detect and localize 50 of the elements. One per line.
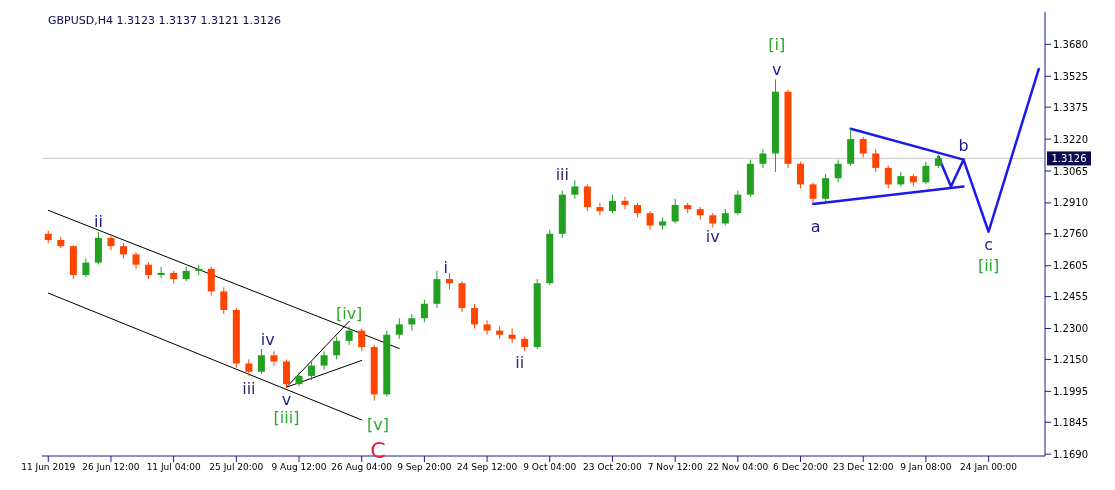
y-tick-label: 1.3680 bbox=[1053, 38, 1088, 50]
x-tick-label: 24 Sep 12:00 bbox=[457, 462, 518, 473]
annotation: [iii] bbox=[273, 407, 300, 427]
annotation: ii bbox=[93, 212, 103, 232]
y-tick-label: 1.1995 bbox=[1053, 385, 1088, 397]
x-tick-label: 9 Jan 08:00 bbox=[900, 462, 952, 473]
x-tick-label: 9 Sep 20:00 bbox=[397, 462, 452, 473]
annotation: ii bbox=[515, 353, 525, 373]
annotation: c bbox=[984, 235, 993, 255]
annotation: iv bbox=[260, 329, 275, 349]
annotation: C bbox=[370, 437, 386, 463]
annotation: iv bbox=[705, 226, 720, 246]
annotation: [i] bbox=[768, 35, 786, 55]
x-tick-label: 23 Oct 20:00 bbox=[583, 462, 643, 473]
x-tick-label: 7 Nov 12:00 bbox=[647, 462, 703, 473]
y-tick-label: 1.3220 bbox=[1053, 133, 1088, 145]
annotation: [v] bbox=[367, 415, 389, 435]
y-tick-label: 1.2300 bbox=[1053, 323, 1088, 335]
x-tick-label: 25 Jul 20:00 bbox=[209, 462, 264, 473]
ref-line-label: 1.3126 bbox=[1051, 153, 1087, 165]
y-tick-label: 1.1845 bbox=[1053, 416, 1088, 428]
y-tick-label: 1.3525 bbox=[1053, 70, 1088, 82]
annotation: a bbox=[810, 217, 821, 237]
y-tick-label: 1.1690 bbox=[1053, 448, 1088, 460]
annotation: v bbox=[771, 59, 782, 79]
x-tick-label: 26 Aug 04:00 bbox=[331, 462, 393, 473]
annotation: iii bbox=[242, 379, 256, 399]
x-tick-label: 23 Dec 12:00 bbox=[832, 462, 894, 473]
y-tick-label: 1.2760 bbox=[1053, 228, 1088, 240]
chart-title: GBPUSD,H4 1.3123 1.3137 1.3121 1.3126 bbox=[48, 14, 281, 27]
y-tick-label: 1.2150 bbox=[1053, 353, 1088, 365]
y-tick-label: 1.3375 bbox=[1053, 101, 1088, 113]
x-tick-label: 9 Aug 12:00 bbox=[271, 462, 327, 473]
x-tick-label: 22 Nov 04:00 bbox=[707, 462, 769, 473]
annotation: [ii] bbox=[977, 256, 1000, 276]
x-tick-label: 9 Oct 04:00 bbox=[523, 462, 577, 473]
x-tick-label: 6 Dec 20:00 bbox=[773, 462, 829, 473]
y-tick-label: 1.2605 bbox=[1053, 260, 1088, 272]
annotation: iii bbox=[555, 164, 569, 184]
x-tick-label: 26 Jun 12:00 bbox=[82, 462, 140, 473]
annotation: v bbox=[281, 389, 292, 409]
annotation: [iv] bbox=[335, 303, 363, 323]
x-tick-label: 11 Jul 04:00 bbox=[146, 462, 201, 473]
annotation: i bbox=[443, 258, 448, 278]
y-tick-label: 1.2910 bbox=[1053, 197, 1088, 209]
x-tick-label: 11 Jun 2019 bbox=[21, 462, 76, 473]
x-tick-label: 24 Jan 00:00 bbox=[960, 462, 1018, 473]
y-tick-label: 1.2455 bbox=[1053, 291, 1088, 303]
annotation: b bbox=[958, 136, 969, 156]
y-tick-label: 1.3065 bbox=[1053, 165, 1088, 177]
